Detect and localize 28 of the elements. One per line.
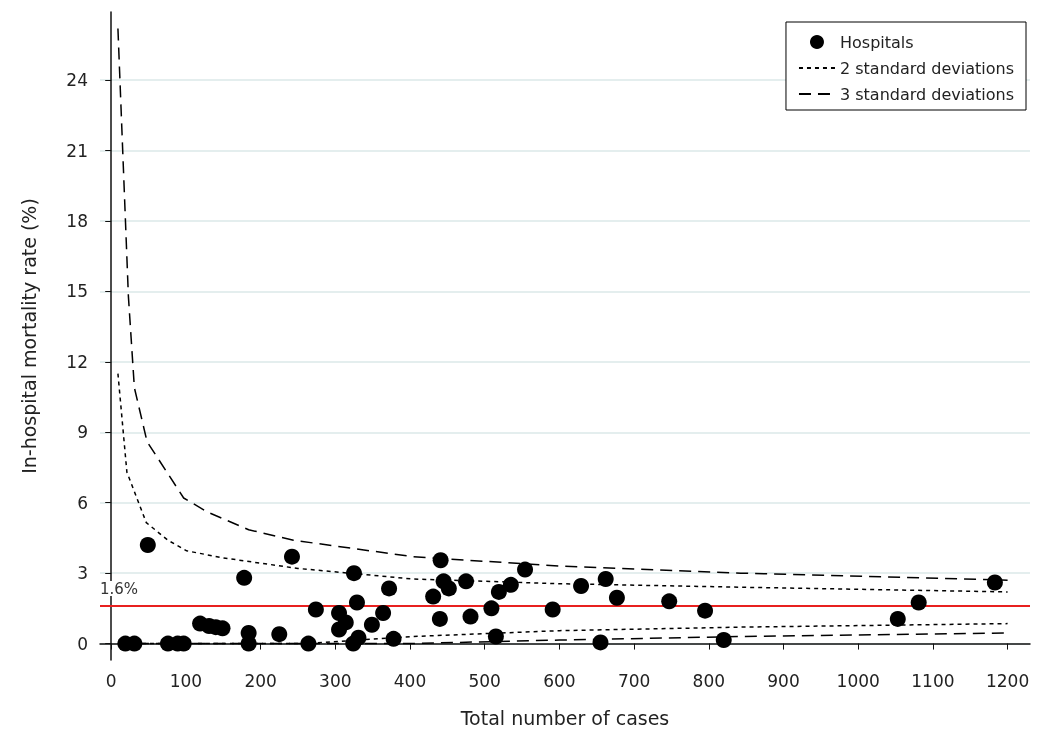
legend-label: Hospitals bbox=[839, 32, 914, 52]
y-tick-label: 18 bbox=[66, 210, 88, 231]
x-tick-label: 1100 bbox=[911, 670, 955, 691]
x-tick-label: 0 bbox=[105, 670, 117, 691]
x-tick-label: 1000 bbox=[836, 670, 880, 691]
x-tick-label: 500 bbox=[468, 670, 501, 691]
x-tick-label: 400 bbox=[393, 670, 427, 691]
x-tick-label: 100 bbox=[169, 670, 203, 691]
y-tick-label: 3 bbox=[77, 563, 88, 584]
legend-label: 2 standard deviations bbox=[839, 58, 1015, 78]
x-tick-label: 700 bbox=[617, 670, 651, 691]
y-axis-title: In-hospital mortality rate (%) bbox=[17, 198, 40, 474]
x-tick-label: 900 bbox=[767, 670, 800, 691]
legend-label: 3 standard deviations bbox=[839, 84, 1015, 104]
y-tick-label: 24 bbox=[66, 70, 88, 91]
x-tick-label: 600 bbox=[543, 670, 576, 691]
ref-line-label: 1.6% bbox=[100, 579, 139, 598]
x-tick-label: 1200 bbox=[985, 670, 1030, 691]
x-tick-label: 200 bbox=[244, 670, 277, 691]
x-axis-title: Total number of cases bbox=[459, 706, 670, 729]
y-tick-label: 15 bbox=[66, 281, 88, 302]
x-tick-label: 300 bbox=[319, 670, 352, 691]
x-tick-label: 800 bbox=[692, 670, 726, 691]
y-tick-label: 0 bbox=[77, 633, 88, 654]
y-tick-label: 12 bbox=[66, 351, 88, 372]
y-tick-label: 21 bbox=[66, 140, 88, 161]
y-tick-label: 9 bbox=[77, 422, 88, 443]
y-tick-label: 6 bbox=[77, 492, 88, 513]
